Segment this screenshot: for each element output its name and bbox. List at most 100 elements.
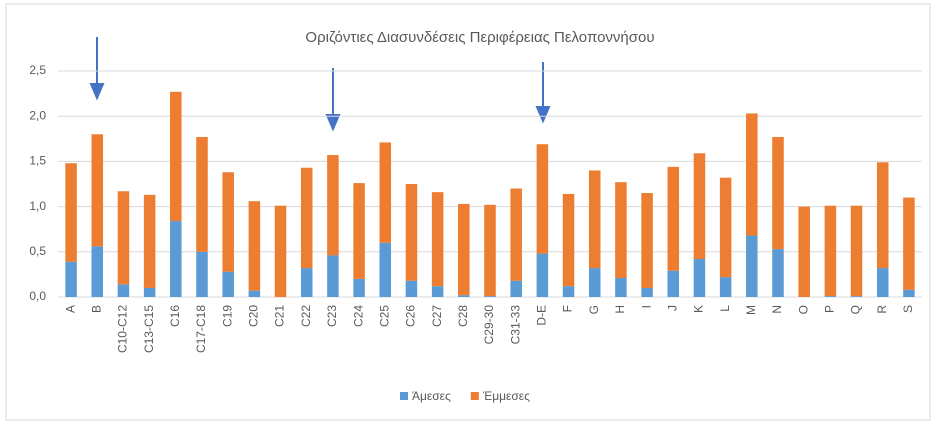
bar-segment [405,184,418,281]
bar-segment [222,172,234,272]
bar-segment [274,205,287,297]
y-tick-label: 0,0 [29,289,46,303]
x-tick-label: C10-C12 [116,305,130,353]
x-tick-label: L [718,305,732,312]
x-tick-label: C13-C15 [142,305,156,353]
bar-segment [667,166,680,271]
x-tick-label: G [587,305,601,314]
bar-segment [719,277,732,297]
y-tick-label: 1,5 [29,154,46,168]
bar-segment [693,153,706,260]
bar-segment [300,268,313,297]
bar-segment [719,177,732,278]
bar-segment [327,255,339,297]
y-tick-label: 2,0 [29,108,46,122]
bar-segment [458,203,470,296]
x-tick-label: F [561,305,575,312]
y-tick-label: 2,5 [29,63,46,77]
x-tick-label: R [875,305,889,314]
bar-segment [379,242,392,297]
bar-segment [484,204,496,297]
x-tick-label: C22 [299,305,313,327]
x-tick-label: C17-C18 [194,305,208,353]
bar-segment [248,290,261,297]
bar-segment [850,205,863,297]
bar-segment [772,249,784,297]
bar-segment [641,193,653,288]
bar-segment [353,278,365,297]
bar-segment [562,286,575,297]
bar-segment [876,268,889,297]
x-tick-label: C20 [247,305,261,327]
x-tick-label: C27 [430,305,444,327]
x-tick-label: C26 [404,305,418,327]
bar-segment [143,194,156,288]
bar-segment [903,289,915,297]
x-tick-label: A [63,305,77,313]
x-tick-label: M [744,305,758,315]
legend-label: Άμεσες [412,389,451,403]
bar-segment [588,170,601,269]
x-tick-label: Q [849,305,863,314]
bar-segment [300,167,313,269]
bar-segment [693,259,706,297]
x-tick-label: C31-33 [508,305,522,345]
bar-segment [431,286,444,297]
legend-swatch [400,392,408,400]
bar-segment [353,183,365,279]
x-tick-label: C16 [168,305,182,327]
bar-segment [510,280,522,297]
bar-segment [117,284,130,297]
x-tick-label: C24 [351,305,365,327]
x-tick-label: P [823,305,837,313]
chart-title: Οριζόντιες Διασυνδέσεις Περιφέρειας Πελο… [305,29,654,46]
x-tick-label: C23 [325,305,339,327]
bar-segment [170,91,182,222]
arrow-head [89,83,105,101]
bar-segment [536,253,549,297]
x-tick-label: D-E [535,305,549,326]
bar-segment [746,113,758,236]
x-tick-label: B [89,305,103,313]
bar-segment [65,163,77,262]
bar-segment [876,162,889,269]
bar-segment [431,192,444,287]
x-tick-label: N [770,305,784,314]
bar-segment [222,271,234,297]
arrow-head [325,114,341,132]
legend-label: Έμμεσες [482,389,530,403]
x-tick-label: J [665,305,679,311]
x-tick-label: C29-30 [482,305,496,345]
bar-segment [562,193,575,287]
bar-segment [65,261,77,297]
arrow-head [535,106,551,124]
bar-segment [824,205,837,297]
bar-segment [615,278,627,297]
bar-segment [641,287,653,297]
bar-segment [510,188,522,281]
bar-segment [903,197,915,290]
bar-segment [196,251,208,297]
bar-segment [196,136,208,252]
y-tick-label: 1,0 [29,199,46,213]
bar-segment [667,270,680,297]
bar-segment [536,144,549,254]
bar-segment [170,221,182,297]
bar-segment [850,296,863,297]
bar-segment [91,246,104,297]
x-tick-label: C19 [220,305,234,327]
bar-segment [824,296,837,297]
bar-segment [327,155,339,256]
bar-segment [143,287,156,297]
x-tick-label: C21 [273,305,287,327]
legend-swatch [470,392,479,400]
x-tick-label: C28 [456,305,470,327]
bar-segment [588,268,601,297]
bar-segment [458,295,470,297]
bar-segment [484,296,496,297]
y-tick-label: 0,5 [29,244,46,258]
bar-segment [746,235,758,297]
x-tick-label: O [796,305,810,314]
bar-segment [772,136,784,250]
